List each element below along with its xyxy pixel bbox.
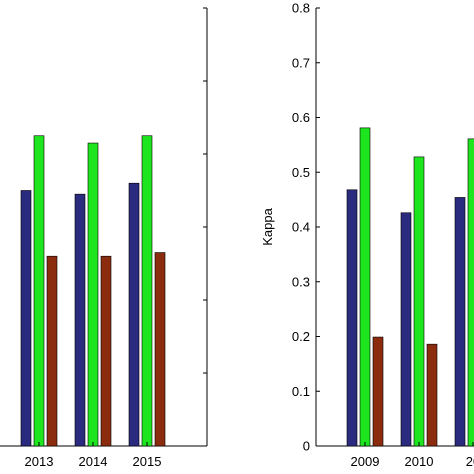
y-tick-label: 0.6 bbox=[292, 110, 310, 125]
bar-2015-series2 bbox=[141, 135, 153, 447]
x-tick-label: 20 bbox=[466, 454, 474, 469]
y-tick-label: 0.2 bbox=[292, 329, 310, 344]
bar-2009-series1 bbox=[346, 189, 358, 447]
bar-2013-series1 bbox=[20, 190, 32, 447]
bar-2015-series3 bbox=[154, 252, 166, 447]
bar-2014-series3 bbox=[100, 255, 112, 447]
bar-20-series2 bbox=[467, 138, 474, 447]
x-tick-label: 2014 bbox=[79, 454, 108, 469]
bar-2009-series3 bbox=[372, 336, 384, 447]
bar-2014-series1 bbox=[74, 193, 86, 447]
y-tick-label: 0.7 bbox=[292, 55, 310, 70]
plot-frame bbox=[315, 7, 474, 447]
bar-2014-series2 bbox=[87, 142, 99, 447]
bar-2010-series3 bbox=[426, 343, 438, 447]
y-tick-label: 0.3 bbox=[292, 274, 310, 289]
y-axis-label: Kappa bbox=[260, 207, 275, 245]
y-tick-label: 0.8 bbox=[292, 1, 310, 16]
x-tick-label: 2010 bbox=[405, 454, 434, 469]
x-tick-label: 2015 bbox=[133, 454, 162, 469]
y-tick-label: 0.4 bbox=[292, 220, 310, 235]
x-tick-label: 2013 bbox=[25, 454, 54, 469]
bar-2009-series2 bbox=[359, 127, 371, 447]
y-tick-label: 0 bbox=[303, 439, 310, 454]
y-tick-label: 0.5 bbox=[292, 165, 310, 180]
x-tick-label: 2009 bbox=[351, 454, 380, 469]
bar-2010-series1 bbox=[400, 212, 412, 447]
y-tick-label: 0.1 bbox=[292, 384, 310, 399]
bar-2010-series2 bbox=[413, 156, 425, 447]
left-chart-panel: 2013 2014 2015 bbox=[0, 7, 208, 469]
right-chart-panel: 0 0.1 0.2 0.3 0.4 0.5 0.6 0.7 0.8 Kappa 2009 2010 20 bbox=[260, 1, 474, 469]
bar-2015-series1 bbox=[128, 182, 140, 447]
bar-20-series1 bbox=[454, 197, 466, 447]
bar-2013-series2 bbox=[33, 135, 45, 447]
bar-2013-series3 bbox=[46, 255, 58, 447]
